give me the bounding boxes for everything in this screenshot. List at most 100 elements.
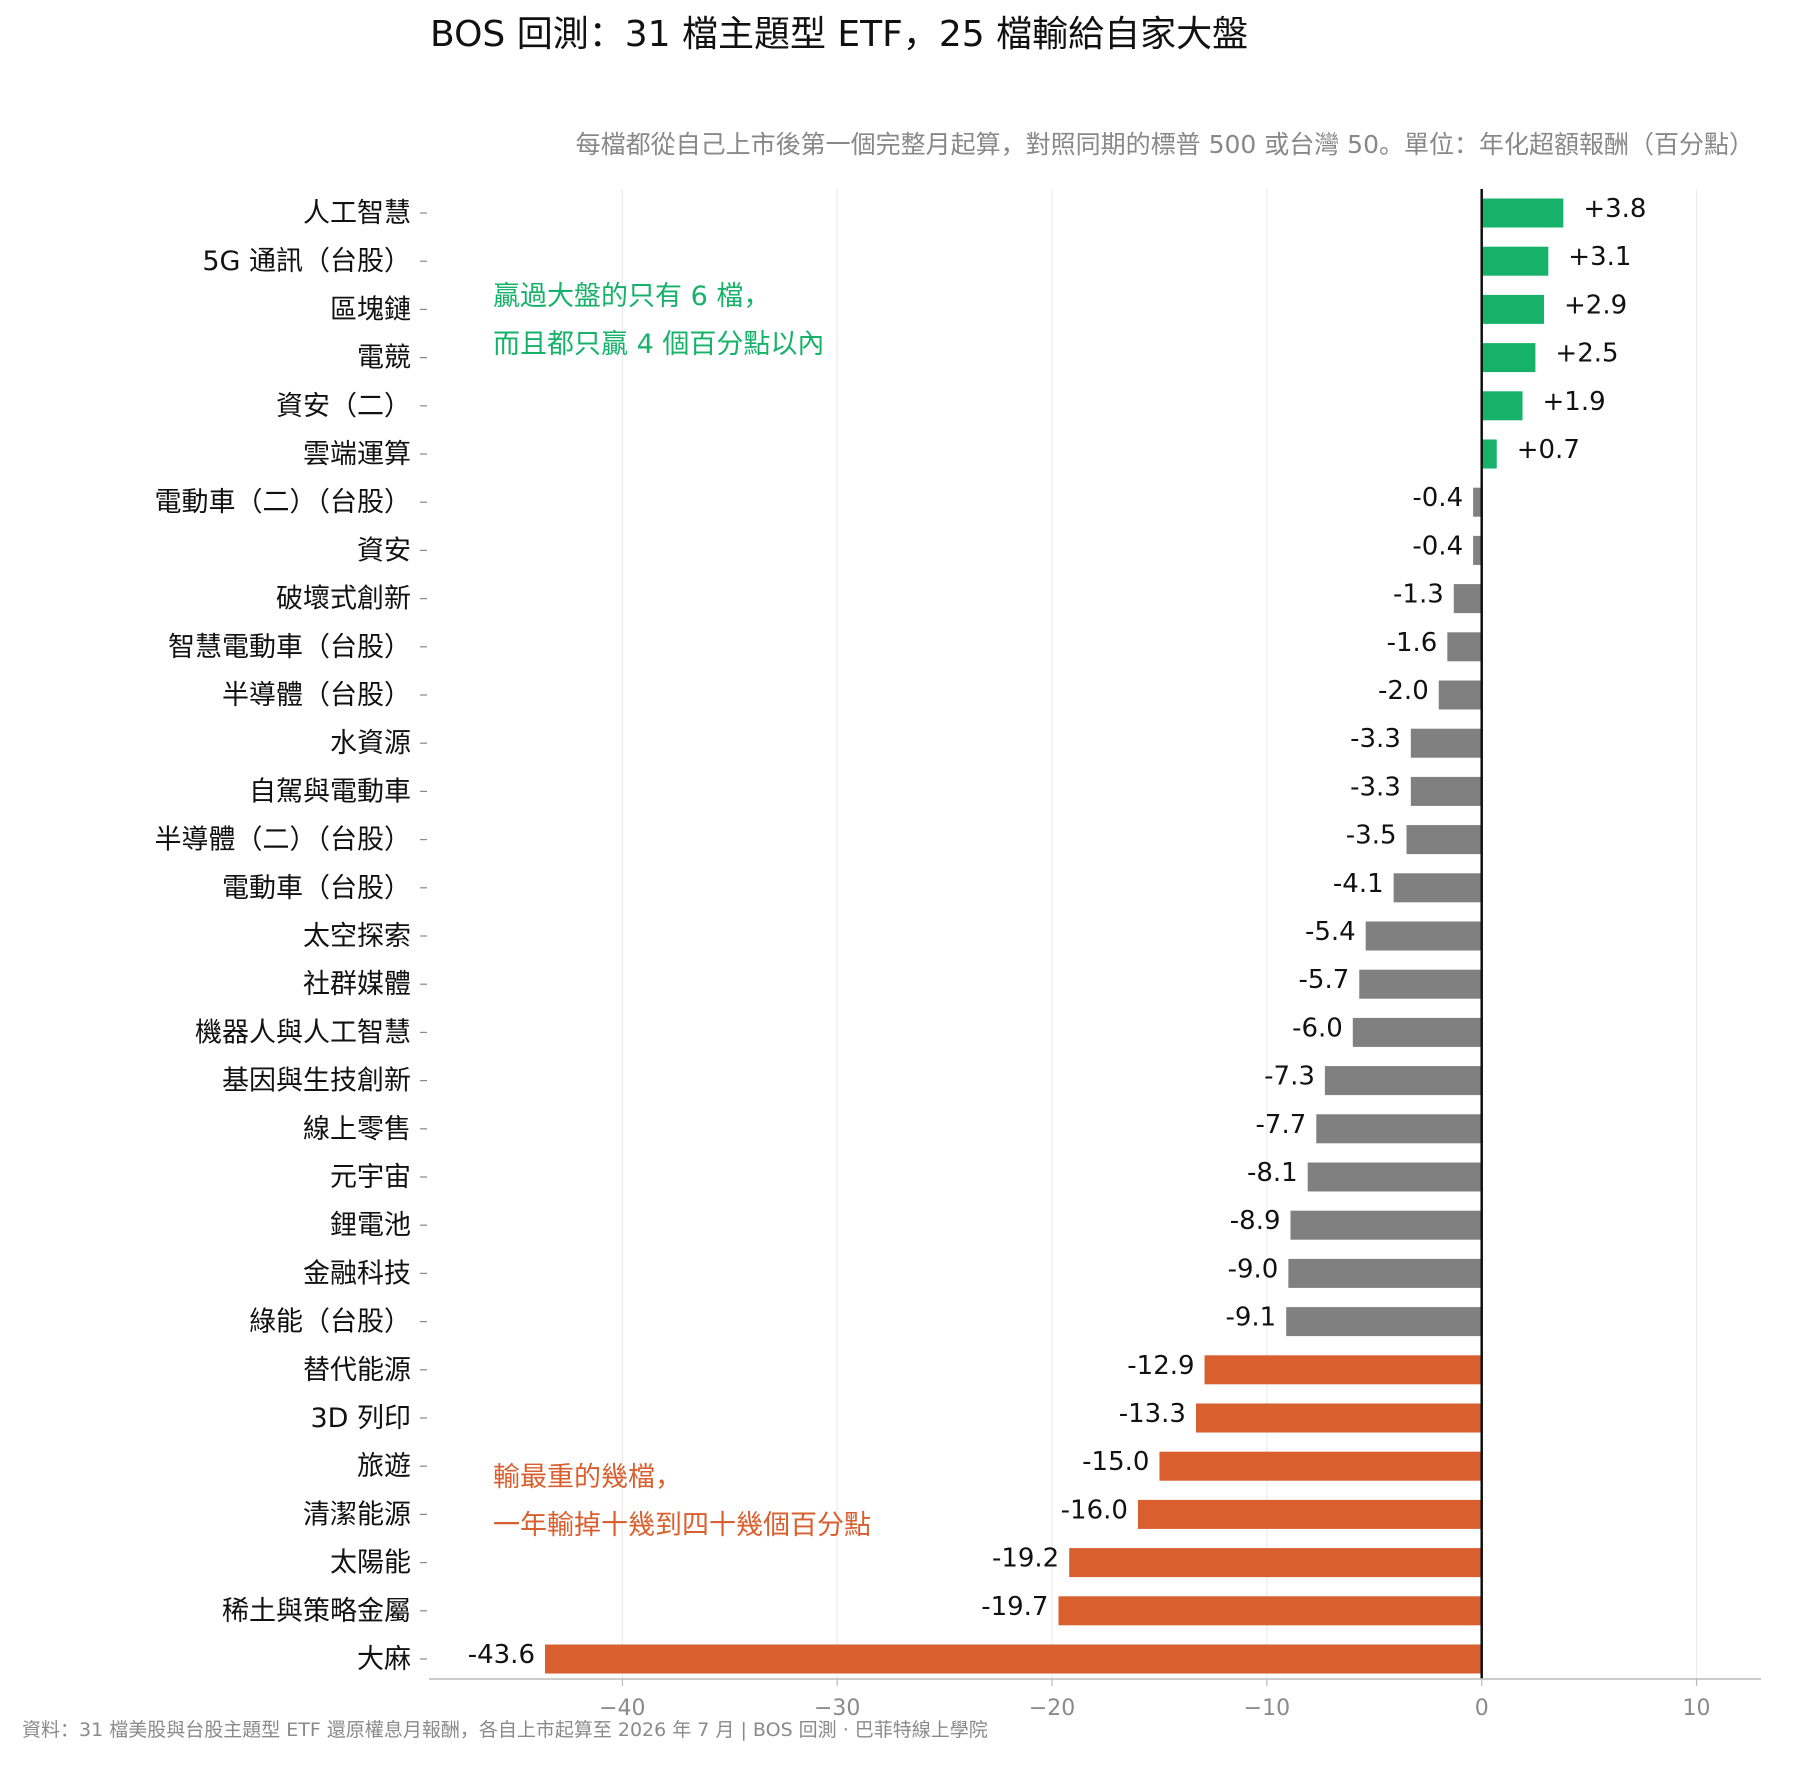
bar (1481, 439, 1497, 469)
category-label: 清潔能源 (303, 1499, 411, 1530)
category-label: 金融科技 (303, 1258, 411, 1289)
category-label: 半導體（台股） (222, 680, 411, 711)
category-label: 元宇宙 (330, 1162, 411, 1193)
bar (1365, 921, 1482, 951)
value-label: -16.0 (1061, 1495, 1128, 1525)
value-label: -3.5 (1346, 821, 1397, 851)
bar (1324, 1066, 1482, 1096)
category-label: 自駕與電動車 (249, 776, 411, 807)
bar (1447, 632, 1482, 662)
bars (545, 198, 1564, 1674)
category-label: 電動車（台股） (222, 873, 411, 904)
bar (1159, 1451, 1482, 1481)
x-tick-label: −40 (599, 1696, 645, 1721)
bar (1481, 294, 1545, 324)
value-label: -9.0 (1228, 1254, 1279, 1284)
x-tick-label: −30 (814, 1696, 860, 1721)
bar (1286, 1307, 1482, 1337)
value-label: -5.7 (1299, 965, 1350, 995)
bar (1204, 1355, 1482, 1385)
category-label: 機器人與人工智慧 (195, 1017, 411, 1048)
value-label: -1.3 (1393, 580, 1444, 610)
bar (1481, 343, 1536, 373)
value-label: -2.0 (1378, 676, 1429, 706)
annotation-losers-line-1: 輸最重的幾檔， (493, 1462, 682, 1493)
value-label: -7.3 (1264, 1062, 1315, 1092)
bar (1393, 873, 1482, 903)
value-label: -5.4 (1305, 917, 1356, 947)
x-tick-label: −10 (1244, 1696, 1290, 1721)
annotation-losers: 輸最重的幾檔， 一年輸掉十幾到四十幾個百分點 (493, 1462, 871, 1541)
value-label: -3.3 (1350, 724, 1401, 754)
category-label: 5G 通訊（台股） (202, 246, 411, 277)
source-note: 資料：31 檔美股與台股主題型 ETF 還原權息月報酬，各自上市起算至 2026… (22, 1719, 988, 1741)
value-labels: +3.8 +3.1 +2.9 +2.5 +1.9 +0.7 -0.4 -0.4 -1.3 -1.6… (468, 194, 1647, 1670)
value-label: -0.4 (1412, 531, 1463, 561)
category-label: 太陽能 (330, 1548, 411, 1579)
category-label: 區塊鏈 (330, 294, 411, 325)
category-label: 旅遊 (357, 1451, 411, 1482)
chart-title: BOS 回測：31 檔主題型 ETF，25 檔輸給自家大盤 (430, 14, 1248, 55)
x-tick-label: 0 (1475, 1696, 1489, 1721)
category-label: 半導體（二）（台股） (155, 825, 412, 856)
category-label: 資安（二） (276, 391, 411, 422)
bar (1352, 1017, 1482, 1047)
value-label: +2.5 (1555, 339, 1618, 369)
value-label: +1.9 (1543, 387, 1606, 417)
value-label: -9.1 (1225, 1303, 1276, 1333)
value-label: -3.3 (1350, 772, 1401, 802)
bar (1069, 1548, 1482, 1578)
bar (1307, 1162, 1482, 1192)
category-label: 電動車（二）（台股） (155, 487, 412, 518)
x-axis: −40 −30 −20 −10 0 10 (599, 1679, 1711, 1721)
bar (1058, 1596, 1482, 1626)
value-label: -15.0 (1082, 1447, 1149, 1477)
bar (1316, 1114, 1482, 1144)
value-label: -43.6 (468, 1640, 535, 1670)
category-label: 太空探索 (303, 921, 411, 952)
value-label: -19.7 (981, 1592, 1048, 1622)
category-label: 替代能源 (303, 1355, 411, 1386)
value-label: -8.1 (1247, 1158, 1298, 1188)
category-label: 社群媒體 (303, 969, 411, 1000)
value-label: -6.0 (1292, 1013, 1343, 1043)
annotation-losers-line-2: 一年輸掉十幾到四十幾個百分點 (493, 1510, 871, 1541)
value-label: -19.2 (992, 1544, 1059, 1574)
value-label: +3.8 (1583, 194, 1646, 224)
value-label: -7.7 (1256, 1110, 1307, 1140)
value-label: -0.4 (1412, 483, 1463, 513)
value-label: -8.9 (1230, 1206, 1281, 1236)
category-label: 水資源 (330, 728, 411, 759)
annotation-winners: 贏過大盤的只有 6 檔， 而且都只贏 4 個百分點以內 (493, 281, 824, 360)
bar (1195, 1403, 1482, 1433)
bar (1481, 246, 1549, 276)
bar (1288, 1258, 1482, 1288)
x-tick-label: −20 (1029, 1696, 1075, 1721)
bar (1481, 391, 1523, 421)
x-tick-label: 10 (1683, 1696, 1711, 1721)
value-label: +3.1 (1568, 242, 1631, 272)
chart-subtitle: 每檔都從自己上市後第一個完整月起算，對照同期的標普 500 或台灣 50。單位：… (576, 130, 1754, 159)
annotation-winners-line-2: 而且都只贏 4 個百分點以內 (493, 329, 824, 360)
bar (1410, 728, 1482, 758)
bar (1406, 825, 1482, 855)
bar (545, 1644, 1482, 1674)
bar (1473, 535, 1482, 565)
category-label: 電競 (357, 343, 411, 374)
annotation-winners-line-1: 贏過大盤的只有 6 檔， (493, 281, 770, 312)
category-label: 基因與生技創新 (222, 1066, 411, 1097)
category-label: 稀土與策略金屬 (222, 1596, 411, 1627)
category-label: 大麻 (357, 1644, 411, 1675)
category-label: 智慧電動車（台股） (168, 632, 411, 663)
category-label: 資安 (357, 535, 411, 566)
category-label: 綠能（台股） (249, 1307, 411, 1338)
category-label: 3D 列印 (310, 1403, 411, 1434)
bar (1453, 584, 1482, 614)
value-label: -4.1 (1333, 869, 1384, 899)
bar (1481, 198, 1564, 228)
value-label: -1.6 (1387, 628, 1438, 658)
value-label: -13.3 (1119, 1399, 1186, 1429)
bar (1473, 487, 1482, 517)
